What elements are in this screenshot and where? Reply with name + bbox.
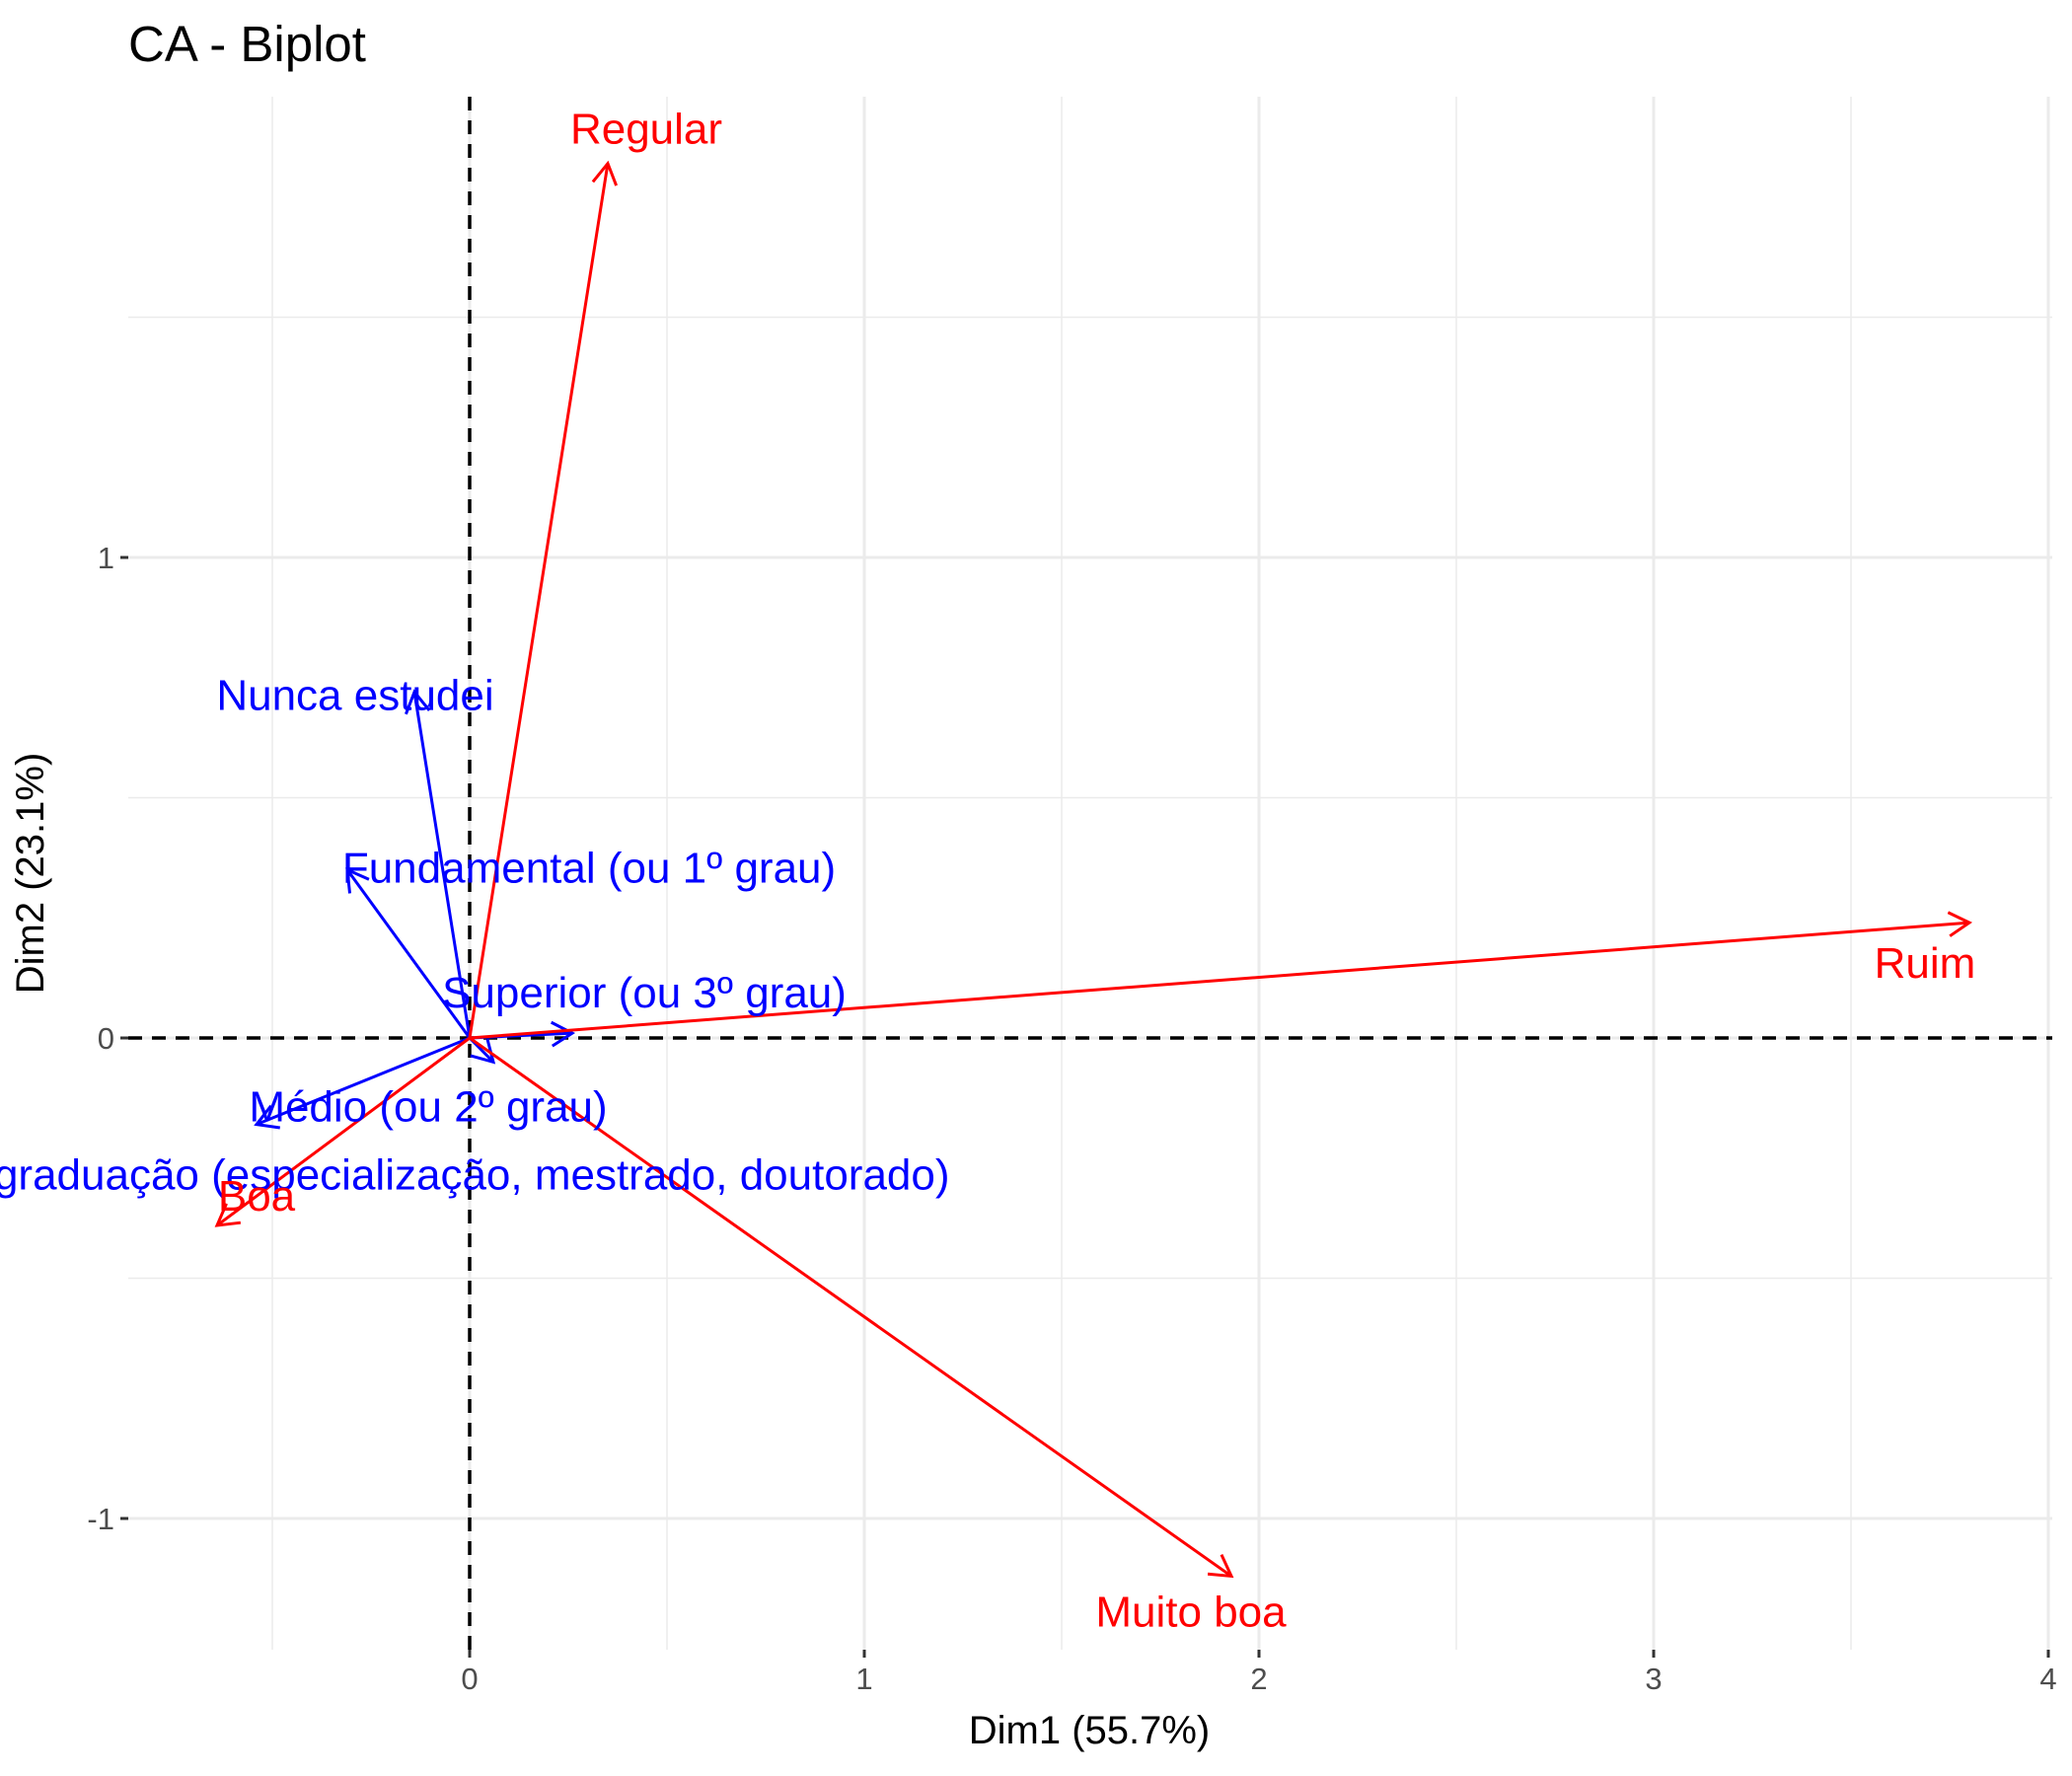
reference-lines bbox=[128, 97, 2052, 1650]
y-tick-label: 1 bbox=[98, 541, 114, 575]
y-tick-label: -1 bbox=[87, 1502, 114, 1536]
point-label: Médio (ou 2º grau) bbox=[249, 1083, 607, 1132]
arrow-shaft bbox=[345, 868, 472, 1039]
y-axis-title: Dim2 (23.1%) bbox=[9, 753, 52, 995]
arrow-head bbox=[550, 1020, 575, 1048]
arrow-shaft bbox=[256, 1036, 471, 1127]
point-label: Muito boa bbox=[1095, 1588, 1287, 1636]
point-label: Ruim bbox=[1875, 939, 1976, 988]
arrow-head bbox=[254, 1104, 280, 1130]
arrow-head bbox=[591, 160, 619, 186]
x-axis-title: Dim1 (55.7%) bbox=[969, 1709, 1211, 1752]
y-tick-label: 0 bbox=[98, 1021, 114, 1056]
arrows bbox=[214, 160, 1972, 1579]
point-label: Nunca estudei bbox=[216, 671, 493, 719]
x-tick-label: 4 bbox=[2039, 1662, 2056, 1696]
arrow-shaft bbox=[469, 1036, 1232, 1578]
arrow-shaft bbox=[412, 692, 472, 1039]
arrow-head bbox=[345, 867, 370, 894]
arrow-head bbox=[214, 1203, 242, 1227]
point-label: Pós-graduação (especialização, mestrado,… bbox=[0, 1150, 950, 1199]
x-tick-label: 2 bbox=[1250, 1662, 1267, 1696]
arrow-shaft bbox=[468, 163, 610, 1039]
x-tick-label: 3 bbox=[1645, 1662, 1662, 1696]
arrow-head bbox=[1207, 1554, 1234, 1579]
arrow-head bbox=[470, 1038, 496, 1065]
chart-title: CA - Biplot bbox=[128, 16, 366, 72]
grid-layer bbox=[128, 97, 2052, 1650]
point-labels: Nunca estudei Fundamental (ou 1º grau) Sup… bbox=[0, 106, 1975, 1637]
arrow-shaft bbox=[216, 1036, 471, 1227]
point-label: Regular bbox=[570, 106, 722, 154]
axes: 0 1 2 3 4 -1 0 1 bbox=[87, 541, 2056, 1696]
x-tick-label: 0 bbox=[461, 1662, 478, 1696]
x-tick-label: 1 bbox=[855, 1662, 872, 1696]
point-label: Superior (ou 3º grau) bbox=[442, 969, 847, 1017]
point-label: Boa bbox=[218, 1172, 296, 1221]
arrow-head bbox=[1947, 911, 1972, 937]
arrow-shaft bbox=[469, 921, 1970, 1040]
arrow-head bbox=[405, 689, 431, 715]
point-label: Fundamental (ou 1º grau) bbox=[342, 845, 836, 893]
